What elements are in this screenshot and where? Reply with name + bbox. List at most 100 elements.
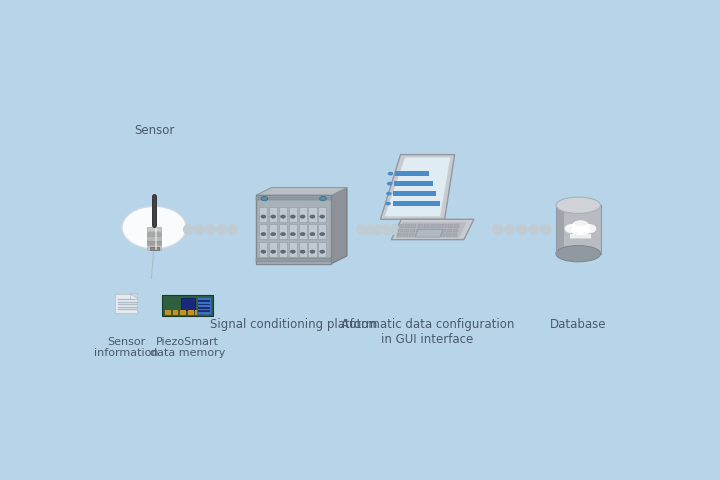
Ellipse shape — [556, 197, 600, 214]
FancyBboxPatch shape — [150, 247, 159, 250]
FancyBboxPatch shape — [449, 225, 454, 228]
FancyBboxPatch shape — [259, 224, 268, 240]
FancyBboxPatch shape — [411, 225, 416, 228]
FancyBboxPatch shape — [423, 229, 428, 232]
FancyBboxPatch shape — [269, 224, 277, 240]
Circle shape — [387, 172, 393, 176]
FancyBboxPatch shape — [279, 224, 287, 240]
Circle shape — [281, 215, 286, 218]
Circle shape — [310, 250, 315, 253]
FancyBboxPatch shape — [198, 310, 210, 312]
FancyBboxPatch shape — [441, 229, 446, 232]
Circle shape — [261, 215, 266, 218]
FancyBboxPatch shape — [269, 206, 277, 222]
FancyBboxPatch shape — [269, 242, 277, 257]
Circle shape — [320, 215, 325, 218]
FancyBboxPatch shape — [415, 233, 420, 237]
FancyBboxPatch shape — [395, 171, 429, 176]
Circle shape — [572, 220, 590, 232]
FancyBboxPatch shape — [148, 236, 161, 240]
Polygon shape — [556, 205, 564, 253]
Ellipse shape — [556, 246, 600, 262]
Text: PiezoSmart
data memory: PiezoSmart data memory — [150, 336, 225, 358]
FancyBboxPatch shape — [256, 195, 331, 264]
FancyBboxPatch shape — [452, 233, 457, 237]
FancyBboxPatch shape — [318, 224, 326, 240]
FancyBboxPatch shape — [289, 206, 297, 222]
FancyBboxPatch shape — [308, 206, 317, 222]
FancyBboxPatch shape — [442, 225, 447, 228]
FancyBboxPatch shape — [279, 242, 287, 257]
FancyBboxPatch shape — [446, 233, 451, 237]
Circle shape — [564, 224, 578, 233]
Circle shape — [290, 250, 295, 253]
FancyBboxPatch shape — [454, 225, 459, 228]
Circle shape — [261, 250, 266, 253]
Circle shape — [300, 250, 305, 253]
FancyBboxPatch shape — [162, 295, 213, 316]
Circle shape — [387, 182, 392, 185]
FancyBboxPatch shape — [447, 229, 452, 232]
FancyBboxPatch shape — [181, 298, 195, 310]
FancyBboxPatch shape — [392, 201, 440, 206]
Circle shape — [281, 250, 286, 253]
FancyBboxPatch shape — [259, 206, 268, 222]
FancyBboxPatch shape — [405, 225, 410, 228]
FancyBboxPatch shape — [289, 242, 297, 257]
Circle shape — [271, 250, 276, 253]
Text: Sensor
information: Sensor information — [94, 336, 158, 358]
FancyBboxPatch shape — [428, 233, 433, 237]
FancyBboxPatch shape — [115, 294, 138, 313]
FancyBboxPatch shape — [197, 297, 211, 313]
FancyBboxPatch shape — [173, 311, 179, 315]
Text: Database: Database — [550, 318, 606, 331]
Polygon shape — [392, 219, 474, 240]
Circle shape — [290, 232, 295, 236]
FancyBboxPatch shape — [195, 311, 201, 315]
FancyBboxPatch shape — [318, 242, 326, 257]
Polygon shape — [130, 294, 138, 299]
FancyBboxPatch shape — [148, 232, 161, 236]
Circle shape — [386, 192, 392, 195]
FancyBboxPatch shape — [435, 229, 440, 232]
FancyBboxPatch shape — [440, 233, 445, 237]
FancyBboxPatch shape — [421, 233, 426, 237]
Circle shape — [320, 232, 325, 236]
Circle shape — [385, 202, 391, 205]
Circle shape — [271, 232, 276, 236]
FancyBboxPatch shape — [397, 233, 402, 237]
FancyBboxPatch shape — [180, 311, 186, 315]
FancyBboxPatch shape — [198, 307, 210, 309]
FancyBboxPatch shape — [148, 227, 161, 231]
Circle shape — [576, 226, 590, 235]
FancyBboxPatch shape — [299, 206, 307, 222]
FancyBboxPatch shape — [256, 258, 331, 262]
Circle shape — [320, 196, 326, 201]
Text: Automatic data configuration
in GUI interface: Automatic data configuration in GUI inte… — [341, 318, 514, 346]
FancyBboxPatch shape — [198, 300, 210, 302]
FancyBboxPatch shape — [436, 225, 441, 228]
FancyBboxPatch shape — [454, 229, 459, 232]
Circle shape — [281, 232, 286, 236]
FancyBboxPatch shape — [198, 303, 210, 305]
Circle shape — [122, 206, 186, 249]
FancyBboxPatch shape — [148, 241, 161, 245]
FancyBboxPatch shape — [570, 234, 591, 239]
Circle shape — [582, 224, 596, 233]
FancyBboxPatch shape — [416, 229, 421, 232]
FancyBboxPatch shape — [279, 206, 287, 222]
FancyBboxPatch shape — [203, 311, 209, 315]
Circle shape — [571, 226, 585, 235]
Circle shape — [300, 215, 305, 218]
Circle shape — [290, 215, 295, 218]
FancyBboxPatch shape — [433, 233, 438, 237]
Polygon shape — [331, 188, 347, 264]
FancyBboxPatch shape — [403, 233, 408, 237]
Polygon shape — [256, 188, 347, 195]
FancyBboxPatch shape — [165, 311, 171, 315]
FancyBboxPatch shape — [308, 242, 317, 257]
FancyBboxPatch shape — [308, 224, 317, 240]
Circle shape — [300, 232, 305, 236]
FancyBboxPatch shape — [430, 225, 435, 228]
Polygon shape — [556, 205, 600, 253]
